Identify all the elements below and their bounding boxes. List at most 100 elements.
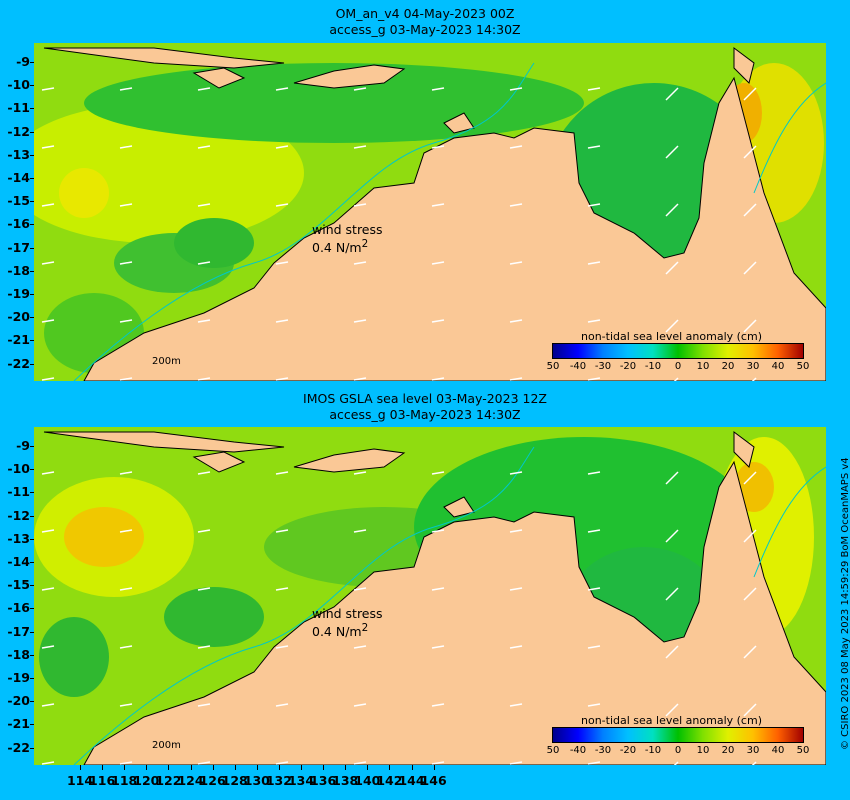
longitude-tick-label: 132 [265,773,292,788]
colorbar-tick-label: -30 [594,745,612,756]
wind-arrow [673,377,679,381]
wind-arrow [275,319,289,323]
wind-arrow [431,87,445,91]
longitude-tick-mark [433,765,435,770]
latitude-tick-mark [30,724,34,726]
latitude-tick-mark [30,631,34,633]
wind-arrow [41,377,55,381]
longitude-tick-mark [411,765,413,770]
wind-arrow [431,471,445,475]
latitude-tick-label: -22 [7,739,30,755]
colorbar-tick-label: 20 [721,745,735,756]
wind-arrow [743,529,757,543]
wind-arrow [665,319,679,333]
wind-arrow [743,319,757,333]
latitude-tick-label: -10 [7,77,30,93]
latitude-tick-mark [30,678,34,679]
latitude-tick-mark [30,608,34,610]
longitude-tick-mark [102,765,104,770]
wind-arrow [509,471,523,475]
wind-arrow [275,529,289,533]
colorbar-tick-label: -30 [594,361,612,372]
wind-arrow [275,645,289,649]
longitude-tick-label: 136 [310,773,337,788]
wind-arrow [197,87,211,91]
longitude-tick-mark [256,765,258,770]
latitude-tick-mark [30,62,34,63]
wind-arrow [509,587,523,591]
latitude-tick-mark [30,446,34,447]
wind-arrow [197,761,211,765]
latitude-tick-label: -18 [7,262,30,278]
latitude-tick-label: -19 [7,286,30,301]
latitude-tick-mark [30,85,34,87]
longitude-tick-mark [212,765,214,770]
longitude-tick-mark [278,765,280,770]
top-map-panel: wind stress 0.4 N/m2 200m non-tidal sea … [34,43,826,381]
latitude-tick-label: -10 [7,461,30,477]
wind-arrow [41,145,55,149]
wind-arrow [751,761,757,765]
wind-arrow [197,145,211,149]
latitude-tick-label: -13 [7,146,30,162]
longitude-tick-mark [168,765,170,770]
colorbar-tick-label: 50 [796,361,810,372]
wind-arrow [587,203,601,207]
wind-arrow [665,471,679,485]
bottom-wind-stress-label: wind stress 0.4 N/m2 [312,607,383,639]
latitude-tick-mark [30,363,34,365]
wind-arrow [119,645,133,649]
wind-arrow [751,377,757,381]
wind-arrow [431,587,445,591]
wind-arrow [275,87,289,91]
wind-arrow [353,261,367,265]
top-colorbar-title: non-tidal sea level anomaly (cm) [581,330,762,343]
wind-arrow [41,703,55,707]
latitude-tick-mark [30,747,34,749]
wind-label-line1: wind stress [312,606,383,621]
wind-arrow [431,145,445,149]
bottom-panel-title-line1: IMOS GSLA sea level 03-May-2023 12Z [303,391,547,406]
latitude-tick-mark [30,270,34,272]
wind-arrow [41,471,55,475]
wind-arrow [119,587,133,591]
wind-arrow [509,529,523,533]
latitude-tick-label: -20 [7,693,30,709]
wind-arrow [353,377,367,381]
wind-arrow [665,529,679,543]
longitude-tick-mark [80,765,81,770]
wind-arrow [197,471,211,475]
wind-arrow [431,261,445,265]
wind-arrow [41,87,55,91]
wind-arrow [119,703,133,707]
colorbar-tick-label: 50 [546,361,560,372]
latitude-tick-mark [30,585,34,587]
wind-arrow [119,529,133,533]
latitude-tick-label: -21 [7,716,30,732]
wind-arrow [673,761,679,765]
colorbar-tick-label: -20 [619,361,637,372]
latitude-tick-label: -16 [7,216,30,232]
longitude-tick-label: 146 [420,773,447,788]
wind-arrow [353,145,367,149]
longitude-tick-label: 130 [243,773,270,788]
wind-arrow [509,645,523,649]
latitude-tick-label: -11 [7,484,30,500]
wind-arrow [587,645,601,649]
latitude-tick-mark [30,317,34,319]
credit-text: © CSIRO 2023 08 May 2023 14:59:29 BoM Oc… [840,457,850,750]
wind-arrow [743,203,757,217]
wind-arrow [119,145,133,149]
wind-arrow [41,761,55,765]
top-panel-title-line2: access_g 03-May-2023 14:30Z [329,22,521,37]
wind-arrow [275,203,289,207]
colorbar-tick-label: 10 [696,745,710,756]
longitude-tick-label: 134 [287,773,315,788]
wind-arrow [119,761,133,765]
wind-arrow [353,203,367,207]
wind-arrow [665,203,679,217]
wind-arrow [743,703,757,717]
colorbar-tick-label: -10 [644,745,662,756]
wind-arrow [665,261,679,275]
bottom-map-canvas [34,427,826,765]
